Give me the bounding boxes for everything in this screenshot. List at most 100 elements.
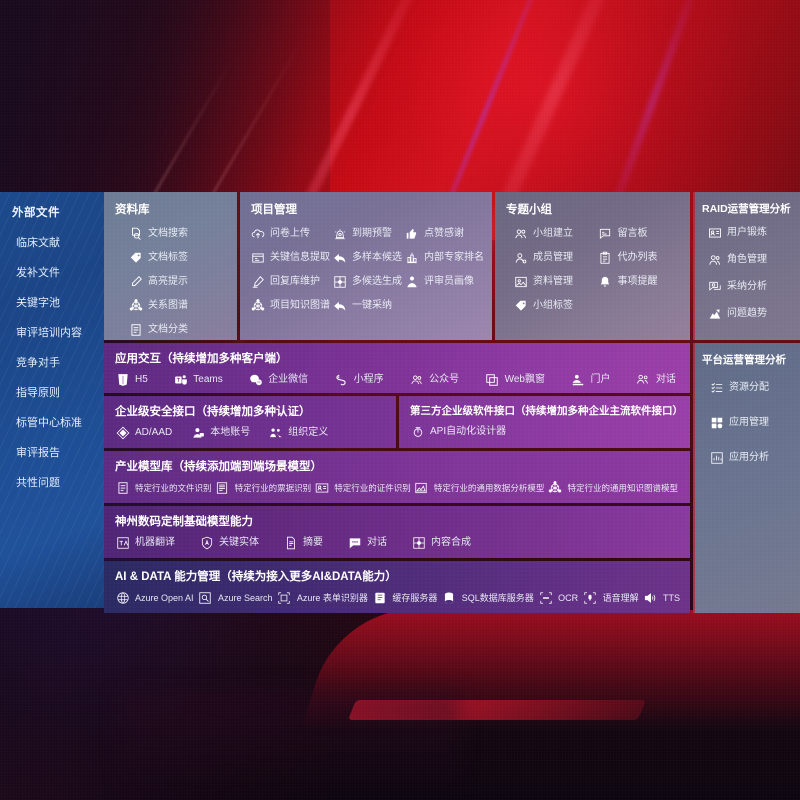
document-category-icon (128, 322, 143, 337)
tile-h5[interactable]: H5 (115, 370, 148, 389)
tile-group-tag[interactable]: 小组标签 (513, 296, 598, 315)
panel-topic-team: 专题小组 小组建立 留言板 成员管理 (495, 192, 690, 340)
tile-document-category[interactable]: 文档分类 (128, 320, 229, 339)
tile-azure-openai[interactable]: Azure Open AI (115, 588, 194, 607)
tile-label: 留言板 (617, 227, 648, 239)
tile-event-reminder[interactable]: 事项提醒 (598, 272, 683, 291)
tile-dialog[interactable]: 对话 (636, 370, 676, 389)
tile-speech-understanding[interactable]: 语音理解 (583, 588, 639, 607)
sidebar-item-review-training[interactable]: 审评培训内容 (16, 327, 82, 339)
tile-questionnaire-upload[interactable]: 问卷上传 (250, 224, 330, 243)
panel-platform-title: 平台运营管理分析 (702, 354, 786, 366)
tile-web-popup[interactable]: Web飘窗 (485, 370, 545, 389)
tile-app-manage[interactable]: 应用管理 (709, 413, 793, 432)
tile-official-account[interactable]: 公众号 (409, 370, 459, 389)
panel-platform-analysis: 平台运营管理分析 资源分配 应用管理 应用分析 (693, 343, 800, 613)
tile-highlight-tip[interactable]: 高亮提示 (128, 272, 229, 291)
sidebar-item-guidelines[interactable]: 指导原则 (16, 387, 60, 399)
app-manage-icon (709, 415, 724, 430)
tile-document-search[interactable]: 文档搜索 (128, 224, 229, 243)
tile-azure-form-recognizer[interactable]: Azure 表单识别器 (277, 588, 368, 607)
tile-tts[interactable]: TTS (643, 588, 680, 607)
panel-base-model-title: 神州数码定制基础模型能力 (115, 516, 253, 528)
sidebar-item-supplement-file[interactable]: 发补文件 (16, 267, 60, 279)
tile-one-click-adopt[interactable]: 一键采纳 (332, 296, 402, 315)
tile-summary[interactable]: 摘要 (283, 533, 323, 552)
tile-azure-search[interactable]: Azure Search (198, 588, 272, 607)
dialog-group-icon (636, 372, 651, 387)
sidebar-item-common-issues[interactable]: 共性问题 (16, 477, 60, 489)
tile-label: Azure 表单识别器 (296, 592, 368, 603)
tile-multi-candidate-generate[interactable]: 多候选生成 (332, 272, 402, 291)
tile-issue-trend[interactable]: 问题趋势 (707, 304, 793, 323)
tile-knowledge-graph-model[interactable]: 特定行业的通用知识图谱模型 (547, 478, 678, 497)
tile-resource-allocation[interactable]: 资源分配 (709, 378, 793, 397)
tile-user-training[interactable]: 用户锻炼 (707, 223, 793, 242)
tile-project-knowledge-graph[interactable]: 项目知识图谱 (250, 296, 330, 315)
tile-label: 多样本候选 (352, 251, 402, 263)
tile-key-info-extract[interactable]: 关键信息提取 (250, 248, 330, 267)
tile-machine-translation[interactable]: 机器翻译 (115, 533, 175, 552)
sidebar-item-standards-center[interactable]: 标管中心标准 (16, 417, 82, 429)
tile-id-card-recognition[interactable]: 特定行业的证件识别 (314, 478, 411, 497)
tile-dialog-base[interactable]: 对话 (347, 533, 387, 552)
sidebar-item-keyword-pool[interactable]: 关键字池 (16, 297, 60, 309)
tile-key-entity[interactable]: 关键实体 (199, 533, 259, 552)
tile-material-manage[interactable]: 资料管理 (513, 272, 598, 291)
tile-label: 对话 (655, 373, 676, 385)
tile-app-analysis[interactable]: 应用分析 (709, 448, 793, 467)
tile-local-account[interactable]: 本地账号 (190, 423, 250, 442)
tile-label: 摘要 (303, 536, 323, 548)
tile-portal[interactable]: 门户 (570, 370, 610, 389)
tile-label: Web飘窗 (504, 373, 545, 385)
tile-ocr[interactable]: OCR (538, 588, 578, 607)
tile-reply-library-maintain[interactable]: 回复库维护 (250, 272, 330, 291)
tile-role-manage[interactable]: 角色管理 (707, 250, 793, 269)
back-arrow-icon (332, 250, 347, 265)
tile-teams[interactable]: Teams (173, 370, 223, 389)
tile-like-thanks[interactable]: 点赞感谢 (404, 224, 484, 243)
tile-relation-graph[interactable]: 关系图谱 (128, 296, 229, 315)
tile-label: 多候选生成 (352, 275, 402, 287)
tile-wecom[interactable]: 企业微信 (248, 370, 308, 389)
tile-receipt-recognition[interactable]: 特定行业的票据识别 (215, 478, 311, 497)
tile-label: 问卷上传 (270, 227, 310, 239)
tile-todo-list[interactable]: 代办列表 (598, 248, 683, 267)
sidebar-item-review-report[interactable]: 审评报告 (16, 447, 60, 459)
tile-api-designer[interactable]: API自动化设计器 (410, 422, 506, 441)
tile-adoption-analysis[interactable]: 采纳分析 (707, 277, 793, 296)
tile-data-analysis-model[interactable]: 特定行业的通用数据分析模型 (414, 478, 545, 497)
tile-internal-expert-ranking[interactable]: 内部专家排名 (404, 248, 484, 267)
tile-label: 评审员画像 (424, 275, 474, 287)
tile-document-tag[interactable]: 文档标签 (128, 248, 229, 267)
tile-expiry-warning[interactable]: 到期预警 (332, 224, 402, 243)
tile-label: TTS (662, 592, 680, 603)
highlight-pen-icon (128, 274, 143, 289)
tile-message-board[interactable]: 留言板 (598, 224, 683, 243)
tile-file-recognition[interactable]: 特定行业的文件识别 (115, 478, 212, 497)
tile-group-create[interactable]: 小组建立 (513, 224, 598, 243)
tile-label: 特定行业的文件识别 (135, 482, 212, 493)
group-create-icon (513, 226, 528, 241)
tile-content-synthesis[interactable]: 内容合成 (411, 533, 471, 552)
tile-org-define[interactable]: 组织定义 (268, 423, 328, 442)
tile-label: 采纳分析 (727, 280, 767, 292)
tile-multi-sample-candidate[interactable]: 多样本候选 (332, 248, 402, 267)
content-synthesis-icon (411, 535, 426, 550)
azure-ad-icon (115, 425, 130, 440)
tile-ad-aad[interactable]: AD/AAD (115, 423, 172, 442)
tile-label: 角色管理 (727, 253, 767, 265)
tile-cache-server[interactable]: 缓存服务器 (372, 588, 437, 607)
panel-thirdparty-title: 第三方企业级软件接口（持续增加多种企业主流软件接口） (410, 405, 683, 417)
sidebar-item-competitors[interactable]: 竞争对手 (16, 357, 60, 369)
sidebar-item-clinical-literature[interactable]: 临床文献 (16, 237, 60, 249)
tile-member-manage[interactable]: 成员管理 (513, 248, 598, 267)
panel-app-interaction: 应用交互（持续增加多种客户端） H5 Teams 企业微信 (104, 343, 690, 393)
tile-label: 特定行业的通用数据分析模型 (433, 482, 545, 493)
tile-miniprogram[interactable]: 小程序 (334, 370, 384, 389)
document-search-icon (128, 226, 143, 241)
tile-reviewer-profile[interactable]: 评审员画像 (404, 272, 484, 291)
dashboard-root: 外部文件 临床文献 发补文件 关键字池 审评培训内容 竞争对手 指导原则 标管中… (0, 192, 800, 613)
tile-label: 成员管理 (533, 251, 573, 263)
tile-sql-database[interactable]: SQL数据库服务器 (442, 588, 534, 607)
